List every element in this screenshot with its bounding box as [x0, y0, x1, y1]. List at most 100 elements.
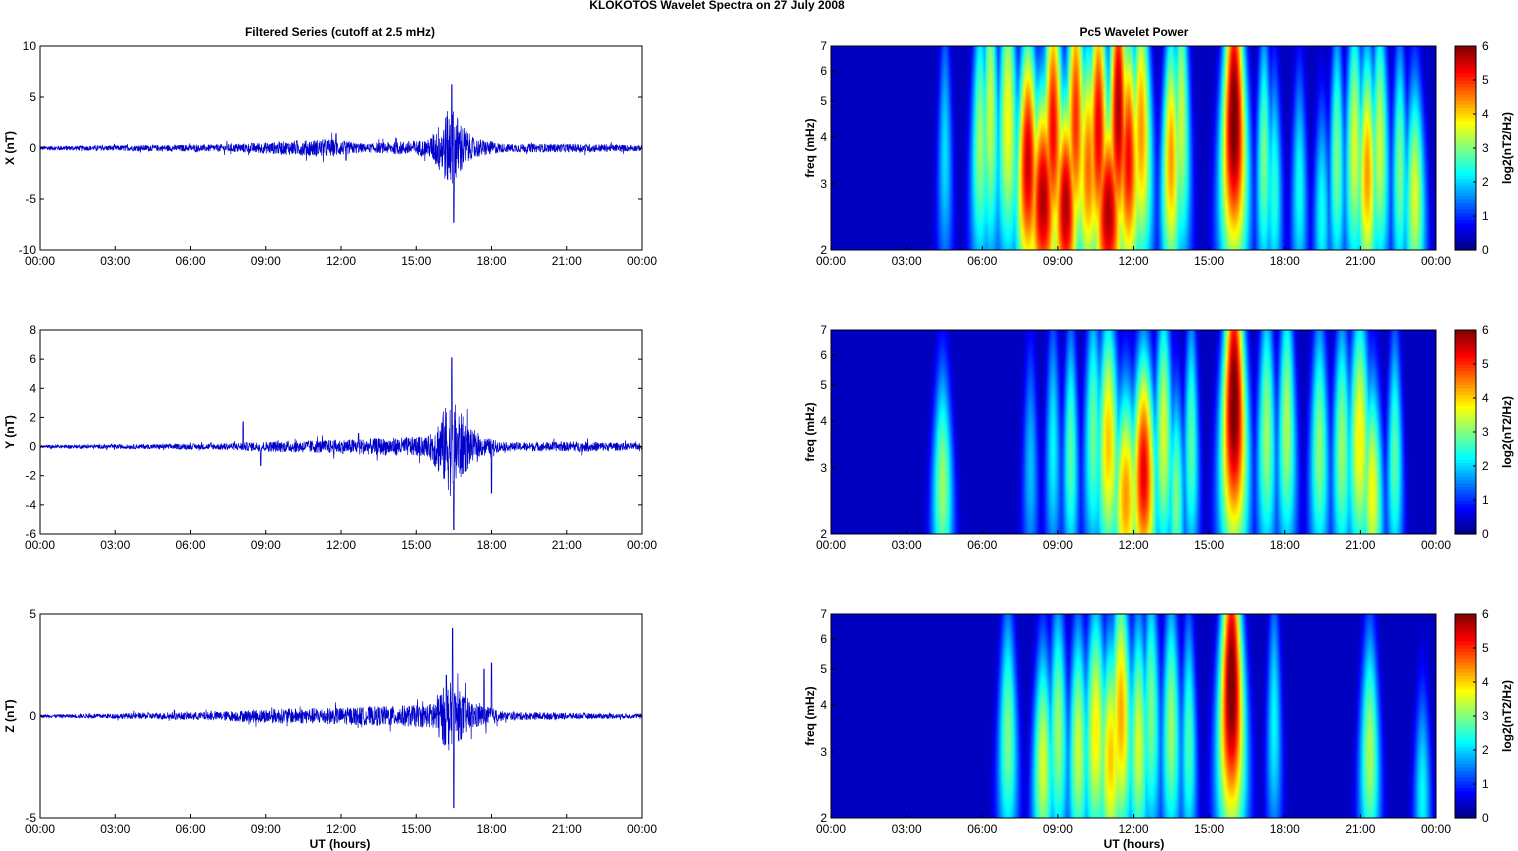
- colorbar-step: [1455, 719, 1476, 724]
- x-tick-label: 18:00: [1270, 254, 1300, 268]
- colorbar-step: [1455, 195, 1476, 200]
- x-tick-label: 12:00: [326, 538, 356, 552]
- x-tick-label: 12:00: [326, 254, 356, 268]
- x-tick-label: 21:00: [552, 822, 582, 836]
- colorbar-step: [1455, 486, 1476, 491]
- x-tick-label: 12:00: [1118, 822, 1148, 836]
- colorbar-step: [1455, 648, 1476, 652]
- colorbar-tick-label: 0: [1482, 527, 1489, 541]
- colorbar-step: [1455, 154, 1476, 159]
- colorbar-step: [1455, 404, 1476, 409]
- x-tick-label: 00:00: [627, 822, 657, 836]
- colorbar-step: [1455, 712, 1476, 717]
- x-tick-label: 00:00: [25, 254, 55, 268]
- colorbar-step: [1455, 56, 1476, 61]
- colorbar-step: [1455, 347, 1476, 351]
- y-tick-label: 2: [820, 811, 827, 825]
- colorbar-step: [1455, 205, 1476, 210]
- colorbar-step: [1455, 767, 1476, 771]
- colorbar-step: [1455, 510, 1476, 515]
- x-tick-label: 06:00: [175, 538, 205, 552]
- colorbar-step: [1455, 131, 1476, 135]
- y-tick-label: 6: [820, 348, 827, 362]
- colorbar-step: [1455, 117, 1476, 122]
- colorbar-step: [1455, 620, 1476, 625]
- x-axis-label-right: UT (hours): [1104, 837, 1165, 851]
- colorbar-step: [1455, 452, 1476, 457]
- colorbar-tick-label: 5: [1482, 641, 1489, 655]
- colorbar-step: [1455, 530, 1476, 535]
- x-tick-label: 21:00: [552, 254, 582, 268]
- colorbar-step: [1455, 418, 1476, 423]
- y-tick-label: 6: [29, 352, 36, 366]
- colorbar-step: [1455, 236, 1476, 241]
- colorbar-step: [1455, 83, 1476, 88]
- x-tick-label: 21:00: [1345, 538, 1375, 552]
- colorbar-tick-label: 4: [1482, 391, 1489, 405]
- colorbar-step: [1455, 435, 1476, 440]
- colorbar-step: [1455, 374, 1476, 379]
- y-tick-label: -6: [25, 527, 36, 541]
- colorbar-tick-label: 3: [1482, 425, 1489, 439]
- colorbar-step: [1455, 496, 1476, 501]
- colorbar-step: [1455, 449, 1476, 453]
- series-panel-2: -6 -4 -2 0 2 4 6 8 00:00 03:00 06:00 09:00 12:00 15:0…: [3, 323, 657, 552]
- x-tick-label: 18:00: [476, 538, 506, 552]
- colorbar-step: [1455, 216, 1476, 220]
- colorbar-step: [1455, 489, 1476, 494]
- colorbar-step: [1455, 394, 1476, 399]
- x-tick-label: 03:00: [100, 538, 130, 552]
- y-axis-label: freq (mHz): [803, 118, 817, 177]
- colorbar-step: [1455, 770, 1476, 775]
- colorbar-step: [1455, 716, 1476, 720]
- y-tick-label: -4: [25, 498, 36, 512]
- colorbar-step: [1455, 137, 1476, 142]
- y-tick-label: 8: [29, 323, 36, 337]
- colorbar-step: [1455, 733, 1476, 737]
- x-tick-label: 15:00: [401, 822, 431, 836]
- x-axis-label-left: UT (hours): [310, 837, 371, 851]
- colorbar-step: [1455, 124, 1476, 129]
- colorbar-label: log2(nT2/Hz): [1500, 680, 1514, 752]
- y-tick-label: 0: [29, 440, 36, 454]
- colorbar-step: [1455, 722, 1476, 727]
- colorbar-step: [1455, 144, 1476, 149]
- x-tick-label: 18:00: [476, 254, 506, 268]
- x-tick-label: 15:00: [1194, 254, 1224, 268]
- y-tick-label: 4: [29, 381, 36, 395]
- colorbar-step: [1455, 381, 1476, 385]
- colorbar-step: [1455, 192, 1476, 197]
- colorbar-step: [1455, 804, 1476, 809]
- x-tick-label: 09:00: [251, 822, 281, 836]
- colorbar-step: [1455, 790, 1476, 795]
- colorbar-tick-label: 0: [1482, 811, 1489, 825]
- y-axis-label: Y (nT): [3, 415, 17, 449]
- colorbar-step: [1455, 692, 1476, 697]
- colorbar-step: [1455, 415, 1476, 419]
- colorbar-step: [1455, 476, 1476, 481]
- colorbar-step: [1455, 442, 1476, 447]
- colorbar-step: [1455, 675, 1476, 680]
- wavelet-panel-1: 2 3 4 5 6 7 00:00 03:00 06:00 09:00 12:00 15:00 18:0…: [803, 39, 1514, 268]
- colorbar-step: [1455, 500, 1476, 504]
- colorbar-step: [1455, 212, 1476, 217]
- x-tick-label: 18:00: [1270, 538, 1300, 552]
- colorbar-step: [1455, 750, 1476, 754]
- colorbar-tick-label: 2: [1482, 175, 1489, 189]
- y-axis-label: freq (mHz): [803, 686, 817, 745]
- colorbar-step: [1455, 246, 1476, 251]
- colorbar-step: [1455, 199, 1476, 203]
- colorbar-step: [1455, 641, 1476, 646]
- colorbar-step: [1455, 408, 1476, 413]
- colorbar-step: [1455, 165, 1476, 169]
- x-tick-label: 15:00: [1194, 822, 1224, 836]
- colorbar-step: [1455, 46, 1476, 50]
- colorbar-step: [1455, 233, 1476, 237]
- colorbar-step: [1455, 432, 1476, 436]
- y-tick-label: -5: [25, 811, 36, 825]
- colorbar-step: [1455, 699, 1476, 703]
- right-column-title: Pc5 Wavelet Power: [1080, 25, 1189, 39]
- series-trace: [39, 357, 643, 530]
- left-column-title: Filtered Series (cutoff at 2.5 mHz): [245, 25, 435, 39]
- colorbar-step: [1455, 466, 1476, 470]
